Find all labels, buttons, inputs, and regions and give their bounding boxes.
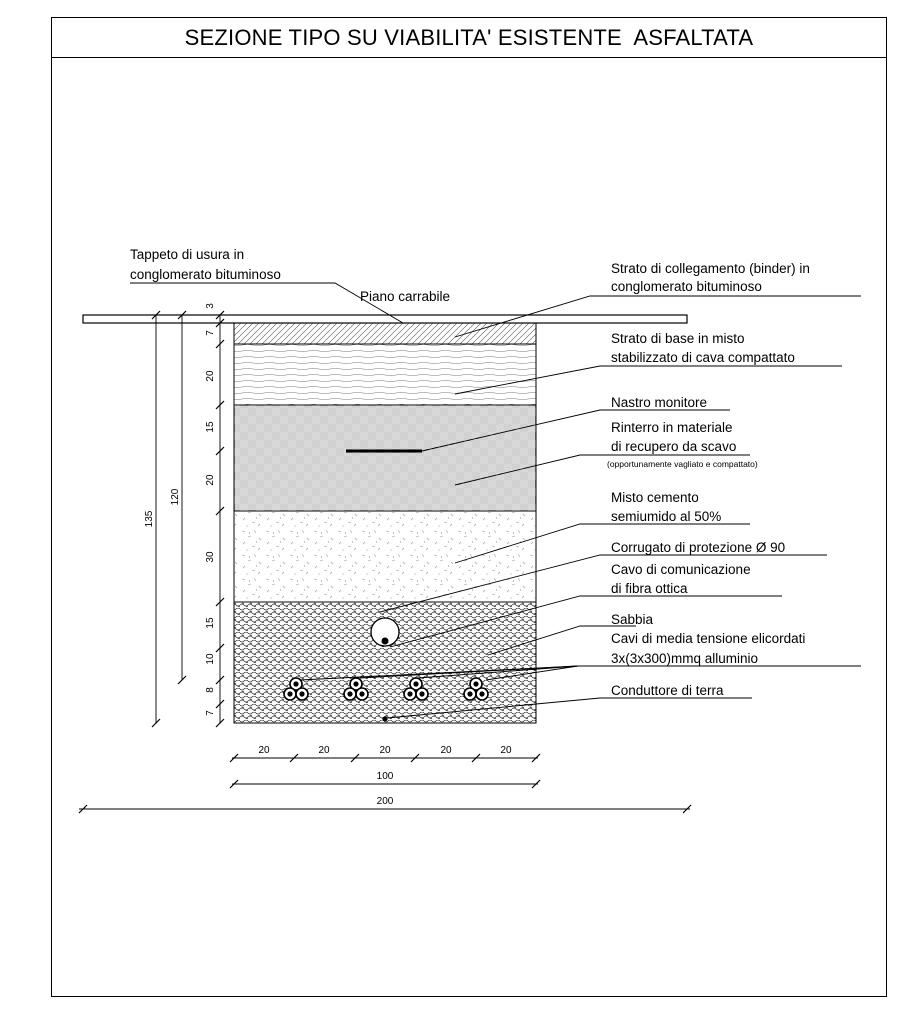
leader-lines	[130, 282, 861, 719]
dim-width-200: 200	[377, 796, 394, 807]
callout-labels: Tappeto di usura in conglomerato bitumin…	[130, 247, 810, 698]
dim-total-135: 135	[144, 510, 155, 527]
cable-trefoil-2	[343, 677, 369, 701]
drawing-frame: SEZIONE TIPO SU VIABILITA' ESISTENTE ASF…	[51, 17, 887, 997]
dim-bottom-5: 20	[500, 745, 512, 756]
vertical-dimension-lines	[155, 315, 221, 723]
cable-trefoil-3	[403, 677, 429, 701]
label-cavi-1: Cavi di media tensione elicordati	[611, 631, 805, 646]
label-sabbia: Sabbia	[611, 612, 654, 627]
label-corrugato: Corrugato di protezione Ø 90	[611, 540, 785, 555]
horizontal-dimension-ticks	[78, 753, 692, 814]
label-terra: Conduttore di terra	[611, 683, 724, 698]
dim-layer-20a: 20	[205, 370, 216, 382]
vertical-dimension-values: 3 7 20 15 20 30 15 10 8 7 120 135	[144, 303, 216, 716]
dim-layer-7a: 7	[205, 330, 216, 336]
drawing-title: SEZIONE TIPO SU VIABILITA' ESISTENTE ASF…	[184, 24, 754, 50]
dim-bottom-2: 20	[318, 745, 330, 756]
cavi-mt	[283, 677, 489, 701]
label-rinterro-1: Rinterro in materiale	[611, 420, 733, 435]
title-block: SEZIONE TIPO SU VIABILITA' ESISTENTE ASF…	[52, 18, 886, 58]
horizontal-dimension-values: 20 20 20 20 20 100 200	[258, 745, 512, 807]
label-base-2: stabilizzato di cava compattato	[611, 350, 795, 365]
dim-layer-15b: 15	[205, 617, 216, 629]
label-nastro: Nastro monitore	[611, 395, 707, 410]
dim-bottom-1: 20	[258, 745, 270, 756]
layer-base	[233, 343, 537, 406]
horizontal-dimension-lines	[79, 757, 690, 810]
dim-bottom-4: 20	[440, 745, 452, 756]
dim-width-100: 100	[377, 771, 394, 782]
label-cavo-1: Cavo di comunicazione	[611, 562, 751, 577]
label-rinterro-2: di recupero da scavo	[611, 439, 736, 454]
cable-trefoil-1	[283, 677, 309, 701]
label-cavo-2: di fibra ottica	[611, 581, 688, 596]
layer-misto-cemento	[233, 510, 537, 603]
label-cavi-2: 3x(3x300)mmq alluminio	[611, 651, 758, 666]
conduttore-terra	[382, 716, 388, 722]
cable-trefoil-4	[463, 677, 489, 701]
layer-rinterro	[233, 404, 537, 512]
label-binder-2: conglomerato bituminoso	[611, 279, 762, 294]
label-tappeto-2: conglomerato bituminoso	[130, 267, 281, 282]
dim-layer-15a: 15	[205, 421, 216, 433]
dim-layer-7b: 7	[205, 710, 216, 716]
dim-layer-8: 8	[205, 687, 216, 693]
label-piano: Piano carrabile	[360, 289, 450, 304]
dim-bottom-3: 20	[379, 745, 391, 756]
dim-layer-20b: 20	[205, 474, 216, 486]
label-misto-1: Misto cemento	[611, 490, 699, 505]
vertical-dimension-ticks	[151, 310, 225, 728]
dim-total-120: 120	[170, 488, 181, 505]
label-base-1: Strato di base in misto	[611, 331, 745, 346]
dim-layer-30: 30	[205, 551, 216, 563]
label-binder-1: Strato di collegamento (binder) in	[611, 261, 810, 276]
corrugato-conduit	[370, 617, 400, 647]
label-tappeto-1: Tappeto di usura in	[130, 247, 244, 262]
label-rinterro-3: (opportunamente vagliato e compattato)	[607, 459, 758, 469]
asphalt-slab	[82, 314, 688, 324]
dim-layer-3: 3	[205, 303, 216, 309]
label-misto-2: semiumido al 50%	[611, 509, 721, 524]
dim-layer-10: 10	[205, 653, 216, 665]
